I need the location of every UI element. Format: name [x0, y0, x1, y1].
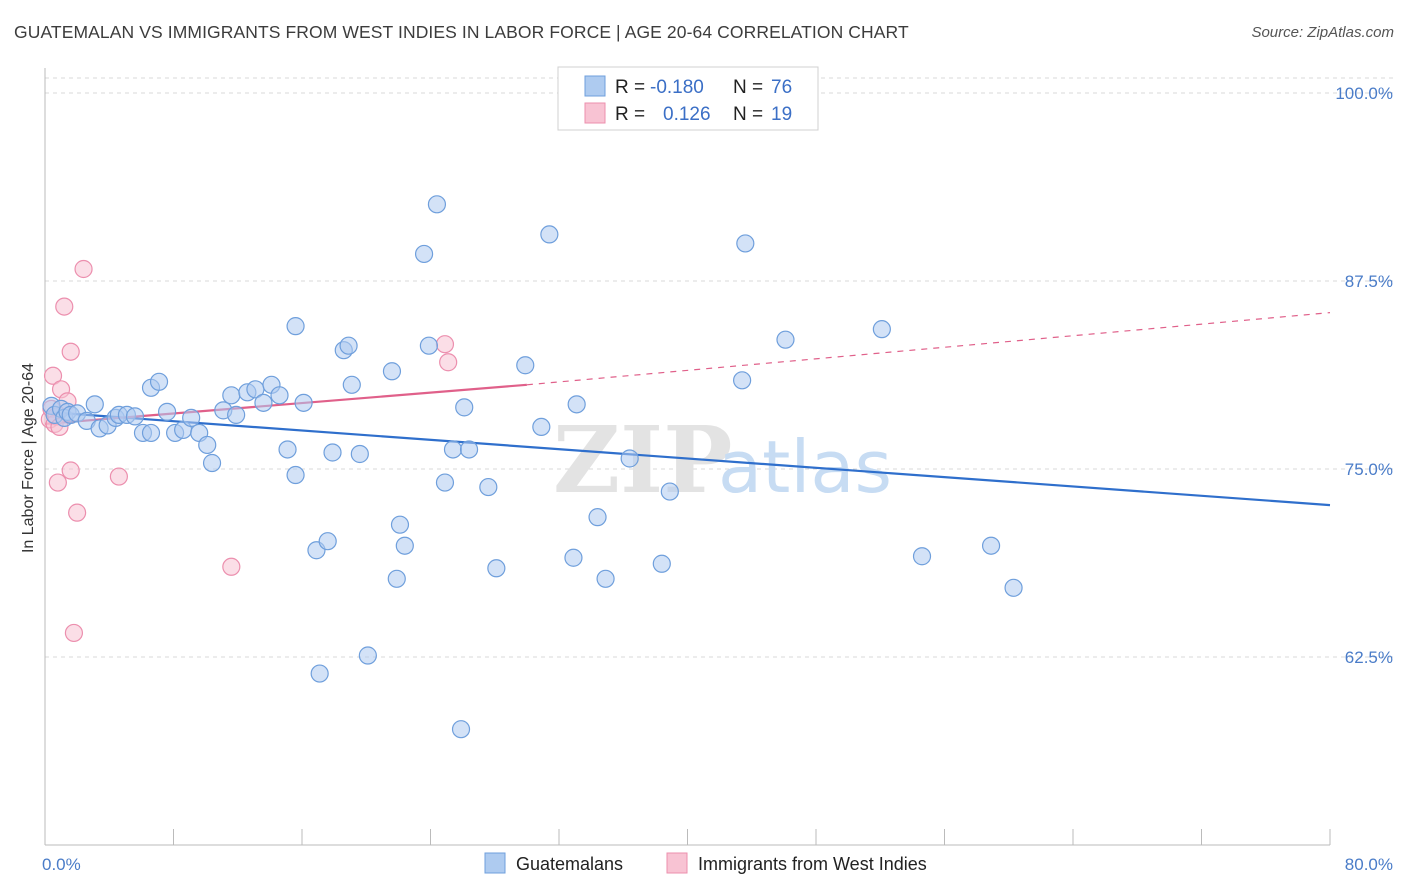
guatemalan-point-18: [149, 372, 169, 391]
west-indies-point-2: [43, 366, 63, 385]
guatemalan-point-45: [350, 444, 369, 464]
y-tick-labels: 100.0% 87.5% 75.0% 62.5%: [1335, 84, 1393, 667]
watermark: ZIP atlas: [553, 406, 892, 514]
guatemalan-point-64: [564, 548, 583, 567]
west-indies-point-12: [64, 623, 84, 643]
guatemalan-point-28: [227, 405, 246, 424]
guatemalan-point-72: [736, 234, 755, 253]
bottom-legend-label-guatemalans: Guatemalans: [516, 854, 623, 874]
legend-swatch-pink: [584, 102, 606, 124]
legend-swatch-blue: [584, 75, 606, 97]
legend-r-value-2: 0.126: [663, 104, 711, 125]
guatemalan-point-50: [395, 536, 414, 555]
y-tick-label-2: 75.0%: [1345, 460, 1393, 479]
guatemalan-point-34: [278, 440, 297, 459]
legend-n-label-1: N =: [733, 77, 763, 98]
y-tick-label-1: 87.5%: [1345, 272, 1393, 291]
bottom-legend-swatch-blue: [484, 852, 506, 874]
west-indies-point-8: [55, 297, 74, 316]
legend-n-label-2: N =: [733, 104, 763, 125]
guatemalan-point-73: [776, 330, 795, 349]
west-indies-point-14: [74, 259, 93, 279]
x-tick-labels: 0.0% 80.0%: [42, 855, 1393, 874]
guatemalan-point-63: [540, 225, 559, 244]
guatemalan-point-49: [390, 515, 410, 534]
guatemalan-point-46: [358, 646, 377, 665]
guatemalan-point-44: [342, 375, 361, 394]
legend-r-label-1: R =: [615, 77, 645, 98]
guatemalan-point-57: [455, 398, 474, 417]
guatemalan-point-70: [660, 482, 679, 501]
x-tick-label-1: 80.0%: [1345, 855, 1393, 874]
axes: [44, 68, 1331, 846]
guatemalan-point-14: [125, 407, 145, 426]
guatemalan-point-67: [596, 569, 615, 588]
guatemalan-point-56: [451, 720, 471, 739]
guatemalan-point-58: [459, 440, 479, 459]
guatemalan-point-39: [310, 664, 329, 683]
west-indies-point-15: [109, 467, 128, 486]
guatemalan-point-59: [479, 477, 498, 497]
guatemalan-point-71: [733, 371, 752, 390]
guatemalan-point-61: [516, 356, 535, 375]
west-indies-point-13: [68, 503, 87, 522]
source-credit: Source: ZipAtlas.com: [1251, 24, 1394, 41]
guatemalan-point-69: [652, 554, 671, 573]
west-indies-point-18: [439, 353, 458, 372]
guatemalan-point-27: [222, 386, 241, 405]
bottom-legend-label-west-indies: Immigrants from West Indies: [698, 854, 927, 874]
guatemalan-point-8: [85, 395, 104, 414]
guatemalan-point-17: [141, 423, 161, 443]
guatemalan-point-31: [254, 393, 273, 412]
guatemalan-point-76: [981, 536, 1001, 555]
west-indies-point-5: [48, 473, 67, 492]
guatemalan-point-52: [419, 336, 438, 355]
guatemalan-points: [42, 195, 1023, 739]
guatemalan-point-66: [588, 508, 607, 527]
guatemalan-point-75: [912, 547, 932, 566]
west-indies-point-16: [222, 557, 241, 576]
guatemalan-point-53: [427, 195, 447, 214]
x-tick-label-0: 0.0%: [42, 855, 81, 874]
guatemalan-point-65: [567, 395, 586, 414]
series-legend: Guatemalans Immigrants from West Indies: [484, 852, 927, 874]
guatemalan-point-22: [182, 408, 201, 427]
guatemalan-point-41: [323, 443, 342, 462]
west-indies-point-10: [61, 342, 80, 361]
y-axis-label: In Labor Force | Age 20-64: [20, 363, 37, 553]
bottom-legend-swatch-pink: [666, 852, 688, 874]
correlation-legend: R = -0.180 N = 76 R = 0.126 N = 19: [557, 66, 819, 131]
guatemalan-point-37: [294, 393, 313, 412]
west-indies-trend-extension: [526, 312, 1331, 386]
guatemalan-point-54: [435, 473, 455, 492]
guatemalan-trend-line: [44, 410, 1331, 507]
guatemalan-point-48: [387, 569, 406, 588]
y-tick-label-3: 62.5%: [1345, 648, 1393, 667]
guatemalan-point-43: [339, 336, 358, 355]
guatemalan-point-77: [1004, 578, 1023, 597]
west-indies-point-11: [61, 461, 80, 480]
guatemalan-point-68: [620, 449, 639, 468]
guatemalan-point-24: [198, 435, 217, 455]
guatemalan-point-35: [286, 465, 305, 485]
chart-title: GUATEMALAN VS IMMIGRANTS FROM WEST INDIE…: [14, 22, 909, 42]
guatemalan-point-62: [532, 417, 551, 437]
legend-r-label-2: R =: [615, 104, 645, 125]
guatemalan-point-19: [157, 402, 177, 421]
guatemalan-point-55: [443, 440, 463, 459]
guatemalan-point-47: [382, 362, 402, 381]
guatemalan-point-51: [414, 244, 434, 264]
guatemalan-point-74: [872, 320, 891, 339]
legend-n-value-2: 19: [771, 104, 792, 125]
guatemalan-point-33: [270, 386, 289, 405]
guatemalan-point-25: [202, 453, 222, 473]
west-indies-point-17: [435, 335, 455, 354]
legend-n-value-1: 76: [771, 77, 792, 98]
guatemalan-point-40: [318, 532, 337, 551]
y-tick-label-0: 100.0%: [1335, 84, 1393, 103]
legend-r-value-1: -0.180: [650, 77, 704, 98]
guatemalan-point-60: [487, 559, 506, 578]
guatemalan-point-36: [286, 317, 305, 336]
